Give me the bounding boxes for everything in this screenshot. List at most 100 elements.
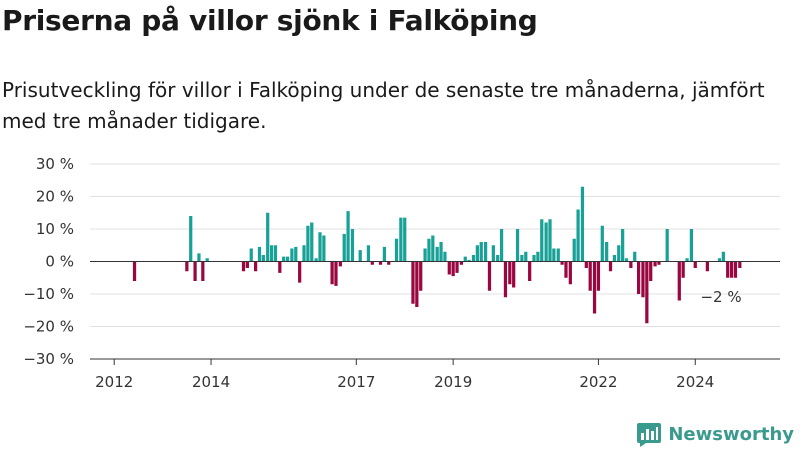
- bar: [205, 258, 209, 262]
- newsworthy-logo: Newsworthy: [636, 420, 794, 448]
- x-tick-label: 2022: [579, 373, 617, 391]
- bar: [285, 256, 290, 262]
- bar: [705, 261, 709, 272]
- y-tick-label: −30 %: [23, 350, 74, 368]
- bar: [738, 261, 742, 268]
- chart-subtitle: Prisutveckling för villor i Falköping un…: [2, 78, 765, 133]
- bar: [399, 217, 403, 262]
- bar: [358, 250, 362, 262]
- bar: [193, 261, 197, 281]
- bar: [439, 242, 443, 262]
- bar: [273, 245, 278, 262]
- axis-labels: 30 % 20 % 10 % 0 % −10 % −20 % −30 % 2012 2014 20…: [23, 155, 741, 391]
- bar: [314, 258, 318, 262]
- bar: [685, 258, 689, 262]
- bar: [269, 245, 274, 262]
- bar: [471, 255, 476, 262]
- bar: [342, 233, 346, 262]
- bar: [665, 229, 669, 262]
- bar: [721, 251, 725, 262]
- bar: [294, 246, 298, 262]
- bar: [302, 245, 306, 262]
- x-tick-label: 2017: [337, 373, 375, 391]
- bar: [584, 261, 588, 268]
- bar: [677, 261, 681, 301]
- y-tick-label: −10 %: [23, 285, 74, 303]
- bars: [132, 186, 742, 324]
- bar: [560, 261, 564, 265]
- bar: [387, 261, 391, 265]
- bar: [330, 261, 334, 285]
- bar: [334, 261, 338, 286]
- bar: [378, 261, 383, 265]
- bar: [633, 251, 637, 262]
- bar: [346, 211, 350, 262]
- bar: [612, 255, 617, 262]
- bar: [447, 261, 451, 275]
- bar: [132, 261, 137, 281]
- bar: [491, 245, 495, 262]
- bar: [568, 261, 572, 285]
- bar: [496, 255, 500, 262]
- bar: [681, 261, 685, 278]
- bar: [653, 261, 657, 267]
- bar: [693, 261, 697, 268]
- bar: [556, 248, 560, 262]
- bar: [451, 261, 455, 277]
- bar: [419, 261, 423, 291]
- bar: [189, 216, 193, 262]
- bar: [515, 229, 520, 262]
- bar: [592, 261, 597, 314]
- bar: [463, 256, 467, 262]
- bar: [544, 222, 548, 262]
- bar: [306, 225, 310, 262]
- newsworthy-logo-text: Newsworthy: [668, 423, 794, 445]
- bar: [197, 253, 201, 262]
- bar: [617, 245, 621, 262]
- bar: [455, 261, 459, 273]
- x-tick-label: 2012: [95, 373, 133, 391]
- bar: [266, 212, 270, 262]
- last-value-annotation: −2 %: [700, 288, 741, 306]
- bar: [423, 248, 427, 262]
- bar: [185, 261, 189, 272]
- bar: [520, 255, 524, 262]
- bar: [548, 219, 552, 262]
- bar: [290, 248, 294, 262]
- bar: [629, 261, 633, 268]
- y-tick-label: 0 %: [45, 253, 74, 271]
- bar: [394, 238, 399, 262]
- bar: [483, 242, 488, 262]
- bar: [528, 261, 532, 281]
- bar: [608, 261, 613, 272]
- bar: [366, 245, 371, 262]
- bar: [512, 261, 516, 288]
- y-tick-label: 10 %: [36, 220, 74, 238]
- bar: [499, 229, 504, 262]
- bar: [282, 256, 286, 262]
- bar: [370, 261, 374, 265]
- bar: [487, 261, 492, 291]
- x-tick-label: 2019: [434, 373, 472, 391]
- bar: [459, 261, 464, 265]
- bar: [503, 261, 508, 298]
- x-tick-label: 2024: [676, 373, 714, 391]
- bar: [645, 261, 649, 324]
- bar: [249, 248, 253, 262]
- y-tick-label: 20 %: [36, 188, 74, 206]
- bar: [298, 261, 302, 283]
- bar: [624, 258, 629, 262]
- bar: [241, 261, 246, 272]
- bar: [278, 261, 282, 273]
- bar: [318, 232, 322, 262]
- newsworthy-logo-icon: [637, 423, 662, 447]
- bar: [621, 229, 625, 262]
- bar: [536, 251, 540, 262]
- bar: [431, 235, 435, 262]
- bar: [475, 245, 479, 262]
- bar: [508, 261, 512, 285]
- bar: [443, 251, 447, 262]
- bar: [257, 246, 262, 262]
- bar: [580, 186, 585, 262]
